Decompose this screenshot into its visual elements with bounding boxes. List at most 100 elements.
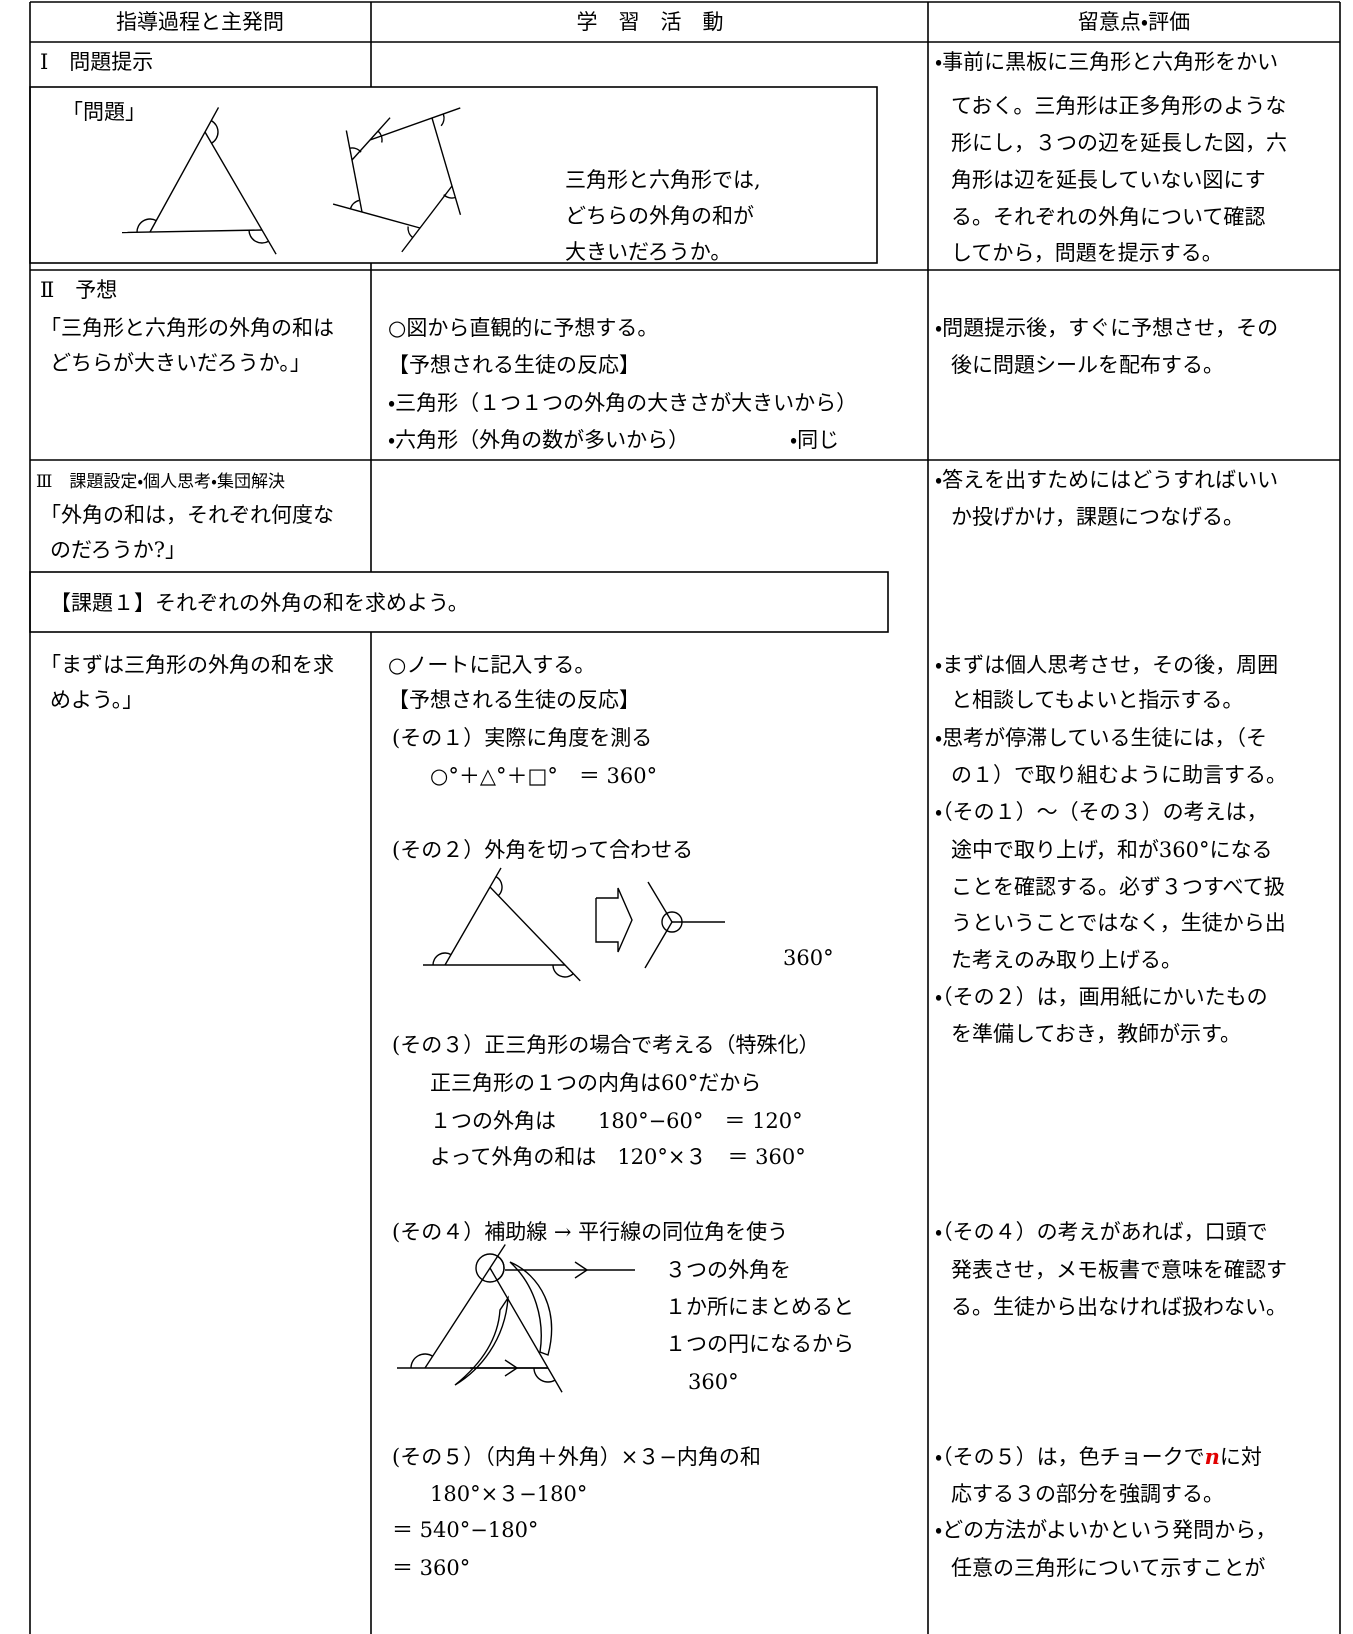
note: ・どの方法がよいかという発問から， [935, 1518, 1277, 1542]
figure-stroke [204, 131, 277, 255]
note: る。それぞれの外角について確認 [951, 205, 1266, 229]
question: 「外角の和は，それぞれ何度な [40, 503, 334, 527]
question: のだろうか?」 [50, 538, 186, 562]
figure-stroke [644, 921, 673, 969]
activity: ＝ 540°−180° [392, 1518, 539, 1542]
question: 「まずは三角形の外角の和を求 [40, 653, 334, 677]
figure-stroke [475, 1253, 505, 1283]
figure-stroke [432, 952, 452, 966]
figure-stroke [248, 230, 269, 244]
activity: ○°＋△°＋□° ＝ 360° [430, 764, 658, 788]
activity: ３つの外角を [665, 1258, 791, 1282]
problem-text: 三角形と六角形では, [565, 168, 761, 192]
figure-stroke [424, 1244, 506, 1369]
problem-label: 「問題」 [62, 100, 146, 124]
figure-stroke [595, 887, 633, 953]
stage: Ⅰ 問題提示 [40, 50, 154, 74]
note: ・（その５）は，色チョークでnに対 [935, 1444, 1262, 1470]
figure-stroke [407, 226, 414, 239]
note: ことを確認する。必ず３つすべて扱 [951, 875, 1285, 899]
note: の１）で取り組むように助言する。 [951, 763, 1287, 787]
note: 発表させ，メモ板書で意味を確認す [951, 1258, 1287, 1282]
note: か投げかけ，課題につなげる。 [951, 505, 1244, 529]
figure-stroke [574, 1269, 588, 1279]
figure-stroke [351, 117, 391, 161]
activity: (その１）実際に角度を測る [392, 726, 653, 750]
activity: １つの外角は 180°−60° ＝ 120° [430, 1109, 803, 1133]
note: 後に問題シールを配布する。 [951, 353, 1224, 377]
activity: ・六角形（外角の数が多いから） [388, 428, 690, 452]
note: ・思考が停滞している生徒には，（そ [935, 726, 1268, 750]
note: と相談してもよいと指示する。 [951, 688, 1244, 712]
note: 形にし，３つの辺を延長した図，六 [951, 131, 1287, 155]
note: 角形は辺を延長していない図にす [951, 168, 1266, 192]
figure-stroke [489, 886, 581, 982]
figure-stroke [509, 1261, 553, 1356]
figure-stroke [345, 130, 363, 213]
note: ておく。三角形は正多角形のような [951, 94, 1287, 118]
note: を準備しておき，教師が示す。 [951, 1022, 1242, 1046]
activity: 【予想される生徒の反応】 [388, 353, 640, 377]
activity: ○図から直観的に予想する。 [388, 316, 659, 340]
activity: 360° [783, 946, 834, 970]
figure-stroke [349, 199, 360, 210]
highlight: n [1204, 1444, 1220, 1469]
figure-stroke [149, 107, 220, 233]
activity: ＝ 360° [392, 1556, 471, 1580]
question: 「三角形と六角形の外角の和は [40, 316, 334, 340]
activity: (その５）（内角＋外角）×３−内角の和 [392, 1445, 761, 1469]
note: る。生徒から出なければ扱わない。 [951, 1295, 1287, 1319]
note: た考えのみ取り上げる。 [951, 948, 1182, 972]
activity: (その３）正三角形の場合で考える（特殊化） [392, 1033, 820, 1057]
activity: １か所にまとめると [665, 1295, 854, 1319]
activity: 360° [688, 1370, 739, 1394]
figure-stroke [431, 117, 462, 215]
figure-stroke [454, 1295, 509, 1386]
figure-stroke [504, 1367, 518, 1377]
figure-stroke [121, 229, 263, 234]
note: してから，問題を提示する。 [951, 241, 1223, 265]
note-text: に対 [1219, 1445, 1262, 1469]
figure-stroke [504, 1359, 518, 1369]
figure-stroke [210, 119, 219, 144]
figure-stroke [444, 867, 502, 966]
note: ・問題提示後，すぐに予想させ，その [935, 316, 1279, 340]
problem-text: どちらの外角の和が [565, 204, 754, 228]
figure-stroke [332, 203, 421, 229]
figure-stroke [443, 194, 456, 199]
activity: ・三角形（１つ１つの外角の大きさが大きいから） [388, 391, 858, 415]
activity: (その４）補助線 → 平行線の同位角を使う [392, 1220, 789, 1244]
activity: １つの円になるから [665, 1332, 854, 1356]
note: ・まずは個人思考させ，その後，周囲 [935, 653, 1279, 677]
note: 任意の三角形について示すことが [951, 1556, 1266, 1580]
figure-stroke [647, 881, 673, 923]
figure-stroke [349, 147, 362, 153]
figure-stroke [369, 107, 461, 141]
figure-stroke [661, 911, 683, 933]
header-cell: 学 習 活 動 [576, 10, 724, 34]
note: 途中で取り上げ，和が360°になる [951, 838, 1273, 862]
note: ・（その４）の考えがあれば，口頭で [935, 1220, 1268, 1244]
activity: よって外角の和は 120°×３ ＝ 360° [430, 1145, 806, 1169]
figure-stroke [574, 1261, 588, 1271]
activity: ・同じ [790, 428, 840, 452]
note: 応する３の部分を強調する。 [951, 1482, 1224, 1506]
note: ・（その２）は，画用紙にかいたもの [935, 985, 1268, 1009]
stage: Ⅱ 予想 [40, 278, 118, 302]
figure-stroke [489, 1267, 563, 1393]
problem-text: 大きいだろうか。 [565, 240, 732, 264]
question: めよう。」 [50, 688, 144, 712]
figure-stroke [136, 218, 157, 233]
activity: (その２）外角を切って合わせる [392, 838, 694, 862]
note-text: ・（その５）は，色チョークで [935, 1445, 1205, 1469]
note: うということではなく，生徒から出 [951, 911, 1286, 935]
activity: 180°×３−180° [430, 1482, 588, 1506]
activity: ○ノートに記入する。 [388, 653, 596, 677]
question: どちらが大きいだろうか。」 [50, 351, 311, 375]
figure-stroke [377, 130, 383, 143]
figure-stroke [440, 113, 445, 127]
header-cell: 留意点・評価 [1077, 10, 1191, 34]
activity: 【予想される生徒の反応】 [388, 688, 640, 712]
note: ・事前に黒板に三角形と六角形をかい [935, 50, 1279, 74]
